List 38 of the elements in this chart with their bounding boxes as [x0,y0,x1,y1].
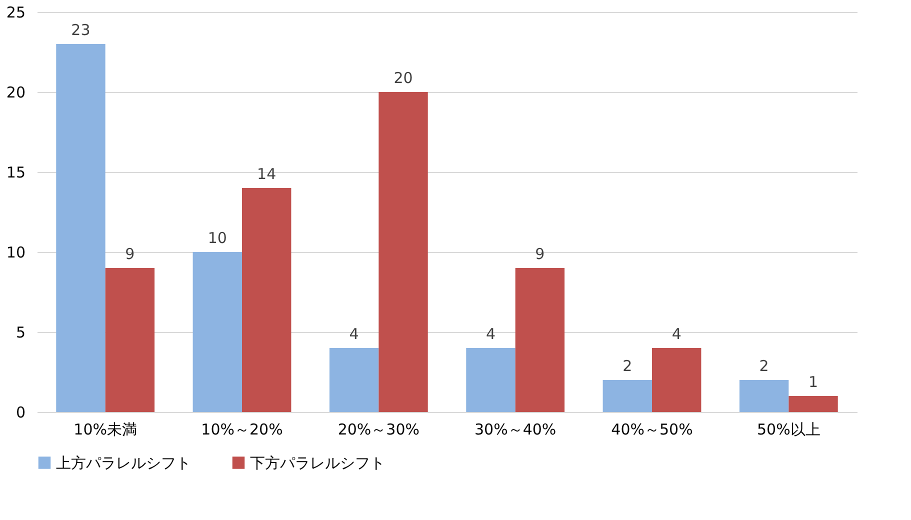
x-tick-label: 30%～40% [474,420,556,438]
bar [652,348,702,412]
data-label: 1 [808,373,818,391]
x-tick-label: 40%～50% [611,420,693,438]
bar [242,188,292,412]
bar [466,348,516,412]
y-tick-label: 0 [16,404,26,422]
y-tick-label: 25 [6,4,26,22]
y-tick-label: 10 [6,244,26,262]
bar [515,268,565,412]
data-label: 20 [394,69,413,87]
y-tick-label: 5 [16,324,26,342]
bar [329,348,379,412]
bar [192,252,242,412]
bar [56,44,106,412]
data-label: 2 [759,357,769,375]
bar [739,380,789,412]
data-label: 10 [208,229,227,247]
data-label: 14 [257,165,276,183]
data-label: 23 [71,21,90,39]
data-label: 4 [672,325,682,343]
y-tick-label: 15 [6,164,26,182]
x-tick-label: 10%～20% [201,420,283,438]
data-label: 9 [125,245,135,263]
y-tick-label: 20 [6,84,26,102]
data-label: 4 [349,325,359,343]
bar [378,92,428,412]
x-tick-label: 50%以上 [756,420,820,438]
legend-label: 上方パラレルシフト [56,454,191,472]
x-tick-label: 20%～30% [338,420,420,438]
bar [105,268,155,412]
legend-label: 下方パラレルシフト [250,454,385,472]
bar [788,396,838,412]
data-label: 2 [622,357,632,375]
data-label: 4 [486,325,496,343]
bar [602,380,652,412]
x-tick-label: 10%未満 [74,420,138,438]
data-label: 9 [535,245,545,263]
